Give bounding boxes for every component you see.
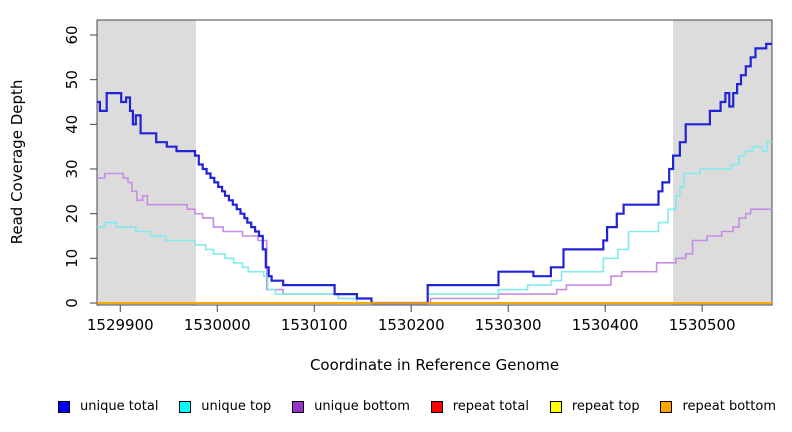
plot-area: 1529900 1530000 1530100 1530200 1530300 15304… bbox=[63, 19, 773, 334]
x-axis-title: Coordinate in Reference Genome bbox=[309, 356, 560, 374]
x-tick-label: 1530500 bbox=[669, 316, 736, 334]
shaded-region-0 bbox=[97, 20, 196, 305]
legend-item-repeat-bottom: repeat bottom bbox=[660, 399, 776, 414]
y-tick-label: 10 bbox=[63, 249, 81, 268]
legend-label: repeat top bbox=[571, 399, 640, 414]
x-tick-label: 1530400 bbox=[572, 316, 639, 334]
legend-label: unique bottom bbox=[314, 399, 410, 414]
legend-swatch-unique-total bbox=[58, 400, 70, 413]
legend: unique total unique top unique bottom repea… bbox=[58, 399, 776, 414]
x-tick-label: 1530300 bbox=[475, 316, 542, 334]
legend-swatch-unique-bottom bbox=[292, 400, 305, 413]
series-line-unique-bottom bbox=[97, 172, 772, 304]
legend-swatch-unique-top bbox=[179, 400, 192, 413]
legend-item-repeat-top: repeat top bbox=[549, 399, 640, 414]
legend-item-unique-total: unique total bbox=[58, 399, 158, 414]
shaded-region-1 bbox=[673, 20, 772, 305]
legend-swatch-repeat-total bbox=[430, 400, 443, 413]
y-tick-label: 30 bbox=[63, 159, 81, 178]
legend-item-repeat-total: repeat total bbox=[430, 399, 529, 414]
y-tick-label: 40 bbox=[63, 115, 81, 134]
legend-item-unique-bottom: unique bottom bbox=[292, 399, 410, 414]
legend-swatch-repeat-top bbox=[549, 400, 562, 413]
y-tick-label: 50 bbox=[63, 70, 81, 89]
x-tick-label: 1529900 bbox=[87, 316, 154, 334]
y-tick-label: 60 bbox=[63, 25, 81, 44]
legend-label: repeat bottom bbox=[682, 399, 776, 414]
legend-label: unique top bbox=[201, 399, 272, 414]
x-tick-label: 1530200 bbox=[378, 316, 445, 334]
y-axis-title: Read Coverage Depth bbox=[8, 79, 26, 245]
series-line-unique-total bbox=[97, 42, 772, 305]
x-tick-label: 1530000 bbox=[184, 316, 251, 334]
legend-swatch-repeat-bottom bbox=[660, 400, 673, 413]
y-tick-label: 0 bbox=[63, 298, 81, 308]
legend-item-unique-top: unique top bbox=[179, 399, 271, 414]
legend-label: repeat total bbox=[452, 399, 529, 414]
x-tick-label: 1530100 bbox=[281, 316, 348, 334]
plot-box bbox=[96, 19, 773, 306]
legend-label: unique total bbox=[80, 399, 159, 414]
series-line-unique-top bbox=[97, 141, 772, 304]
y-tick-label: 20 bbox=[63, 204, 81, 223]
